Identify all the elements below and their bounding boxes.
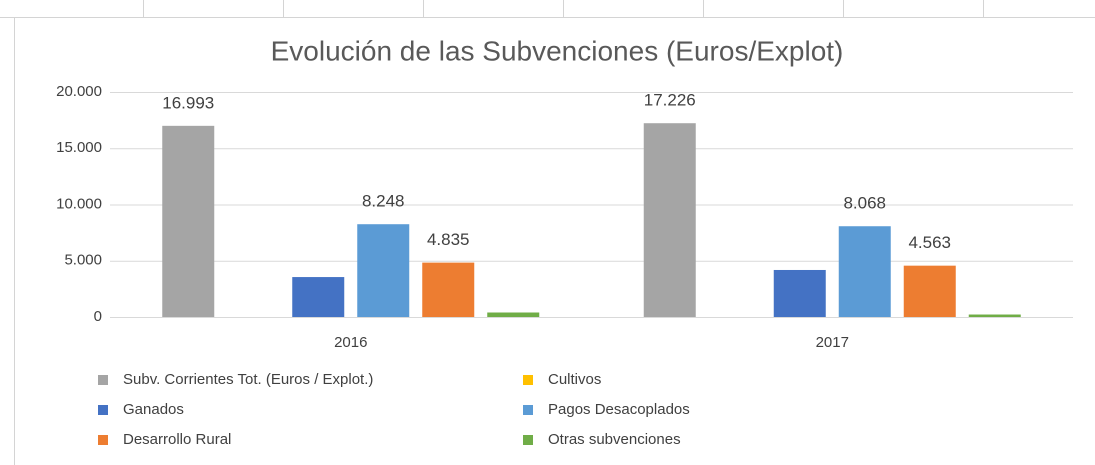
legend-label: Otras subvenciones	[548, 431, 681, 448]
x-tick-label: 2016	[334, 334, 367, 351]
bar	[903, 265, 956, 317]
bar	[292, 277, 345, 317]
data-label: 4.835	[427, 230, 470, 249]
legend-swatch	[523, 375, 533, 385]
x-tick-label: 2017	[816, 334, 849, 351]
data-label: 4.563	[908, 233, 951, 252]
legend-label: Desarrollo Rural	[123, 431, 231, 448]
y-tick-label: 0	[94, 308, 102, 325]
bar	[162, 125, 215, 317]
legend-swatch	[98, 435, 108, 445]
legend-swatch	[98, 375, 108, 385]
legend-label: Subv. Corrientes Tot. (Euros / Explot.)	[123, 371, 373, 388]
bar	[838, 226, 891, 317]
legend-swatch	[523, 405, 533, 415]
y-tick-label: 5.000	[64, 252, 102, 269]
bar	[968, 314, 1021, 317]
data-label: 8.248	[362, 192, 405, 211]
bar	[643, 123, 696, 318]
data-label: 17.226	[644, 91, 696, 110]
legend-label: Ganados	[123, 401, 184, 418]
bar	[487, 312, 540, 317]
bar	[422, 262, 475, 317]
legend-swatch	[523, 435, 533, 445]
legend-label: Pagos Desacoplados	[548, 401, 690, 418]
legend-label: Cultivos	[548, 371, 601, 388]
legend-swatch	[98, 405, 108, 415]
bar	[773, 269, 826, 317]
data-label: 8.068	[843, 194, 886, 213]
y-tick-label: 15.000	[56, 139, 102, 156]
bar	[357, 224, 410, 317]
y-tick-label: 10.000	[56, 195, 102, 212]
data-label: 16.993	[162, 93, 214, 112]
y-tick-label: 20.000	[56, 83, 102, 100]
chart-title: Evolución de las Subvenciones (Euros/Exp…	[271, 35, 844, 66]
